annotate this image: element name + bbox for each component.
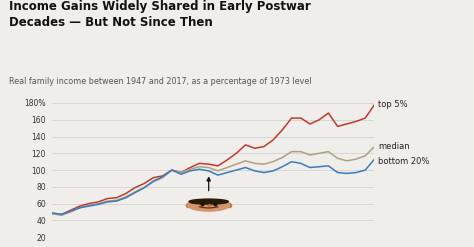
Ellipse shape [188, 199, 229, 211]
Ellipse shape [189, 199, 228, 204]
Text: bottom 20%: bottom 20% [378, 157, 429, 166]
Text: median: median [378, 142, 410, 151]
Text: Income Gains Widely Shared in Early Postwar
Decades — But Not Since Then: Income Gains Widely Shared in Early Post… [9, 0, 311, 28]
Text: top 5%: top 5% [378, 100, 408, 109]
Text: Real family income between 1947 and 2017, as a percentage of 1973 level: Real family income between 1947 and 2017… [9, 77, 312, 86]
